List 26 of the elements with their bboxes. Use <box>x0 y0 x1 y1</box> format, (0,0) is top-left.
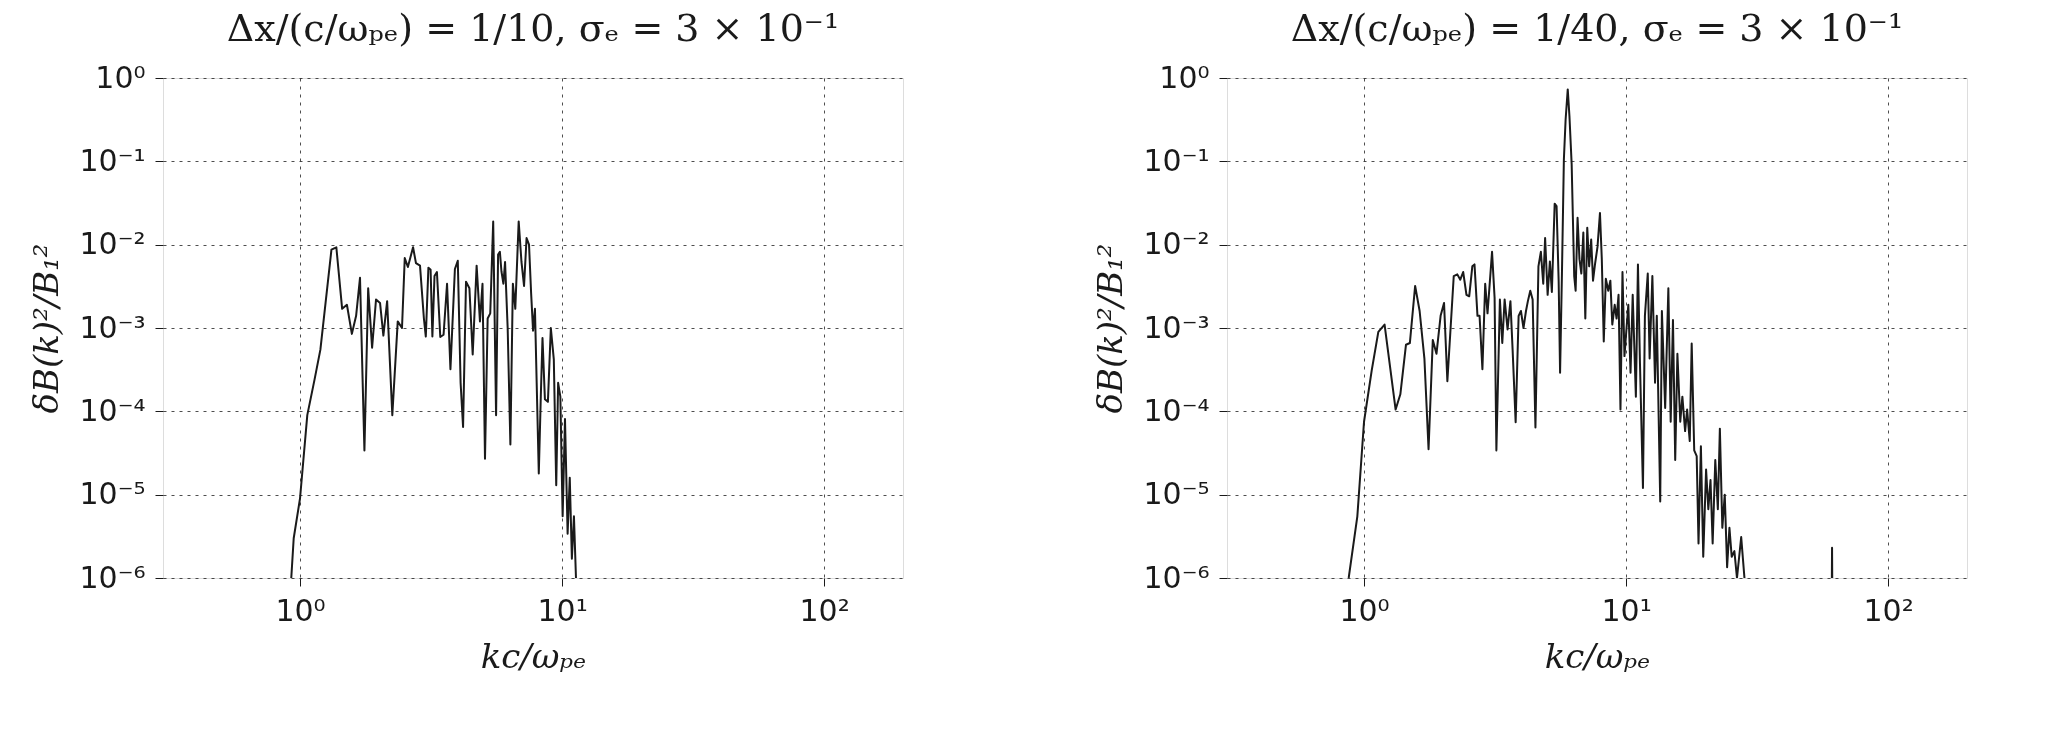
x-tick-label: 10² <box>1863 592 1914 628</box>
y-tick-label: 10⁻⁴ <box>79 392 146 428</box>
x-tick-label: 10¹ <box>537 592 588 628</box>
y-tick-label: 10⁻¹ <box>1143 142 1210 178</box>
y-axis-title: δB(k)²/B₁² <box>1090 243 1131 414</box>
y-tick-label: 10⁻² <box>1143 226 1210 262</box>
y-tick-label: 10⁰ <box>95 59 146 95</box>
x-axis-title: kc/ωₚₑ <box>480 635 587 676</box>
y-tick-label: 10⁻³ <box>1143 309 1210 345</box>
y-tick-label: 10⁻³ <box>79 309 146 345</box>
y-tick-label: 10⁻⁵ <box>1143 476 1210 512</box>
x-axis-title: kc/ωₚₑ <box>1544 635 1651 676</box>
y-tick-label: 10⁰ <box>1159 59 1210 95</box>
y-tick-label: 10⁻⁶ <box>1143 559 1210 595</box>
y-tick-label: 10⁻⁴ <box>1143 392 1210 428</box>
chart-title: Δx/(c/ωₚₑ) = 1/10, σₑ = 3 × 10⁻¹ <box>226 6 840 50</box>
y-tick-label: 10⁻⁶ <box>79 559 146 595</box>
x-tick-label: 10¹ <box>1601 592 1652 628</box>
y-tick-label: 10⁻⁵ <box>79 476 146 512</box>
y-axis-title: δB(k)²/B₁² <box>26 243 67 414</box>
chart-title: Δx/(c/ωₚₑ) = 1/40, σₑ = 3 × 10⁻¹ <box>1290 6 1904 50</box>
y-tick-label: 10⁻¹ <box>79 142 146 178</box>
x-tick-label: 10⁰ <box>1339 592 1390 628</box>
x-tick-label: 10² <box>799 592 850 628</box>
y-tick-label: 10⁻² <box>79 226 146 262</box>
x-tick-label: 10⁰ <box>275 592 326 628</box>
